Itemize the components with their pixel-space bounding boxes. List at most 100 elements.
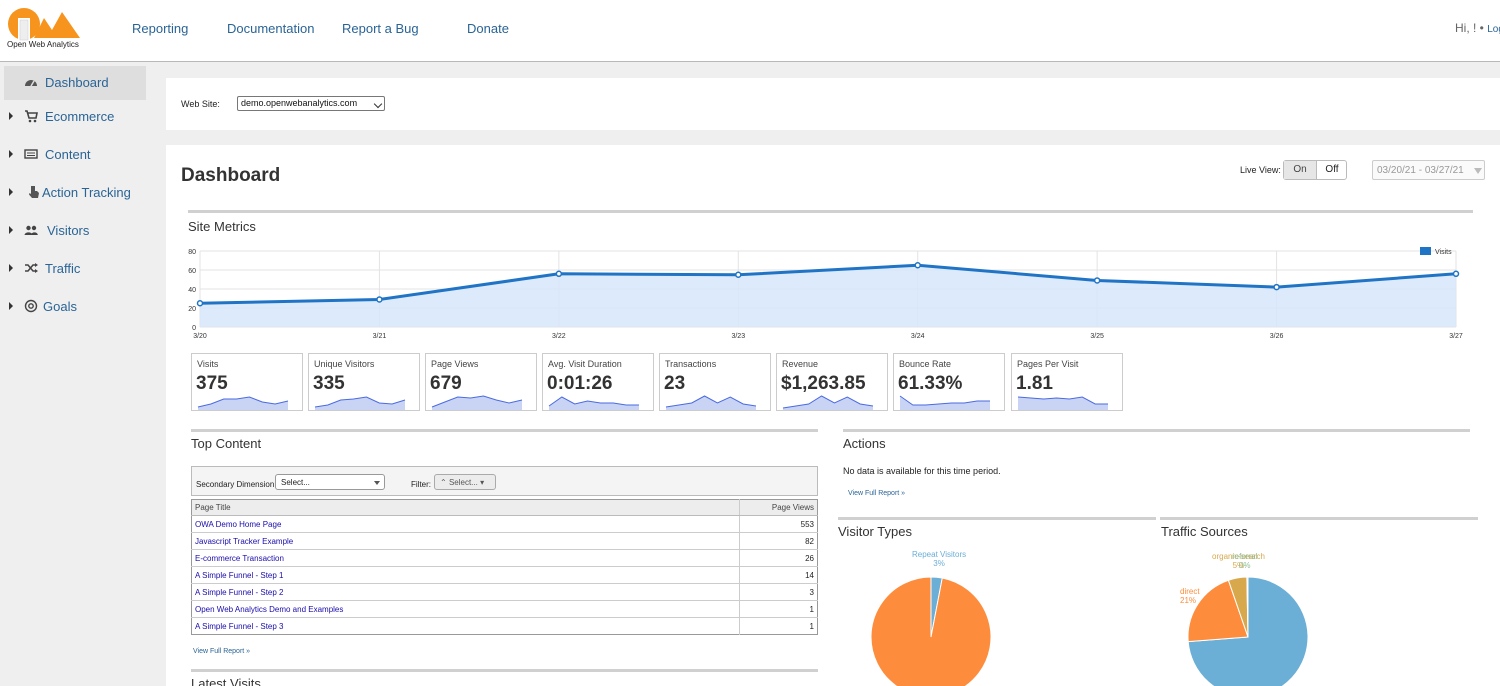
sparkline-line — [548, 396, 639, 407]
sparkline-line — [197, 396, 289, 408]
live-view-on-button[interactable]: On — [1284, 161, 1316, 179]
metric-box[interactable]: Bounce Rate 61.33% — [893, 353, 1005, 411]
data-point[interactable] — [1093, 277, 1101, 284]
nav-reporting[interactable]: Reporting — [132, 21, 189, 36]
x-tick-label: 3/25 — [1090, 333, 1104, 340]
sidebar-item-goals[interactable]: Goals — [0, 290, 166, 324]
legend-swatch — [1420, 247, 1431, 255]
page-title-link[interactable]: A Simple Funnel - Step 2 — [191, 583, 740, 601]
slice-percent: 3% — [933, 559, 945, 568]
slice-name: organic-search — [1212, 552, 1265, 561]
dropdown-arrow-icon — [374, 481, 380, 485]
sidebar-item-content[interactable]: Content — [0, 138, 166, 172]
metric-box[interactable]: Avg. Visit Duration 0:01:26 — [542, 353, 654, 411]
sparkline — [197, 396, 289, 410]
dropdown-arrow-icon — [1474, 168, 1482, 174]
pie-slice[interactable] — [870, 576, 992, 686]
nav-donate[interactable]: Donate — [467, 21, 509, 36]
site-metrics-title: Site Metrics — [188, 219, 256, 234]
data-point[interactable] — [735, 271, 742, 278]
expand-arrow-icon[interactable] — [9, 226, 13, 234]
expand-arrow-icon[interactable] — [9, 150, 13, 158]
nav-report-bug[interactable]: Report a Bug — [342, 21, 419, 36]
pie-slice-label: referral 0% — [1232, 552, 1257, 570]
metric-box[interactable]: Unique Visitors 335 — [308, 353, 420, 411]
data-point[interactable] — [1452, 270, 1460, 278]
sparkline-area — [549, 397, 639, 410]
secondary-dimension-select[interactable]: Select... — [275, 474, 385, 490]
data-point[interactable] — [196, 300, 204, 307]
table-row: A Simple Funnel - Step 1 14 — [191, 566, 818, 584]
page-views-cell: 26 — [739, 549, 818, 567]
page-views-cell: 3 — [739, 583, 818, 601]
logo-text: Open Web Analytics — [7, 40, 79, 49]
metric-label: Visits — [197, 359, 219, 369]
metric-label: Revenue — [782, 359, 819, 369]
page-title-link[interactable]: A Simple Funnel - Step 1 — [191, 566, 740, 584]
column-header-page-title[interactable]: Page Title — [191, 499, 740, 516]
live-view-toggle: On Off — [1283, 160, 1347, 180]
top-content-view-full-report[interactable]: View Full Report » — [193, 648, 251, 655]
table-header-row: Page Title Page Views — [191, 499, 818, 516]
metric-label: Pages Per Visit — [1017, 359, 1079, 369]
expand-arrow-icon[interactable] — [9, 188, 13, 196]
expand-arrow-icon[interactable] — [9, 112, 13, 120]
date-range-value: 03/20/21 - 03/27/21 — [1377, 165, 1464, 176]
sidebar-item-traffic[interactable]: Traffic — [0, 252, 166, 286]
sidebar-item-label: Content — [45, 147, 91, 162]
data-point[interactable] — [914, 262, 921, 269]
slice-name: direct — [1180, 587, 1200, 596]
logout-link[interactable]: Log — [1487, 24, 1500, 35]
sidebar-item-ecommerce[interactable]: Ecommerce — [0, 100, 166, 134]
y-tick-label: 60 — [188, 268, 196, 275]
page-title-link[interactable]: A Simple Funnel - Step 3 — [191, 617, 740, 635]
metric-box[interactable]: Visits 375 — [191, 353, 303, 411]
sparkline-line — [431, 395, 523, 408]
expand-arrow-icon[interactable] — [9, 264, 13, 272]
filter-value: Select... — [448, 478, 478, 487]
filter-select[interactable]: ⌃ Select... ▾ — [434, 474, 496, 490]
page-title-link[interactable]: OWA Demo Home Page — [191, 515, 740, 533]
sidebar-item-dashboard[interactable]: Dashboard — [4, 66, 146, 100]
nav-documentation[interactable]: Documentation — [227, 21, 315, 36]
main-panel: Dashboard Live View: On Off 03/20/21 - 0… — [166, 145, 1500, 686]
traffic-sources-pie-chart — [1187, 576, 1309, 686]
top-header: Open Web Analytics Reporting Documentati… — [0, 0, 1500, 62]
x-tick-label: 3/24 — [911, 333, 925, 340]
sparkline-area — [1018, 397, 1108, 410]
sparkline-area — [666, 396, 756, 410]
metric-box[interactable]: Transactions 23 — [659, 353, 771, 411]
slice-percent: 5% — [1232, 561, 1245, 570]
sparkline — [665, 395, 757, 410]
date-range-picker[interactable]: 03/20/21 - 03/27/21 — [1372, 160, 1485, 180]
data-point[interactable] — [555, 270, 563, 278]
page-views-cell: 82 — [739, 532, 818, 550]
pie-slice[interactable] — [1246, 576, 1249, 638]
metric-box[interactable]: Pages Per Visit 1.81 — [1011, 353, 1123, 411]
metric-box[interactable]: Revenue $1,263.85 — [776, 353, 888, 411]
actions-view-full-report[interactable]: View Full Report » — [848, 490, 906, 497]
page-title-link[interactable]: Open Web Analytics Demo and Examples — [191, 600, 740, 618]
pie-slice[interactable] — [1187, 579, 1249, 643]
page-title-link[interactable]: Javascript Tracker Example — [191, 532, 740, 550]
owa-logo-icon[interactable] — [4, 4, 84, 52]
data-point[interactable] — [376, 296, 383, 303]
section-divider — [191, 669, 818, 672]
page-views-cell: 553 — [739, 515, 818, 533]
sidebar-item-visitors[interactable]: Visitors — [0, 214, 166, 248]
expand-arrow-icon[interactable] — [9, 302, 13, 310]
sidebar-item-action-tracking[interactable]: Action Tracking — [0, 176, 166, 210]
filter-arrows-icon: ⌃ — [440, 478, 449, 487]
pie-slice-label: direct 21% — [1180, 587, 1200, 605]
target-icon — [24, 299, 38, 313]
website-select[interactable]: demo.openwebanalytics.com — [237, 96, 385, 111]
column-header-page-views[interactable]: Page Views — [739, 499, 818, 516]
metric-box[interactable]: Page Views 679 — [425, 353, 537, 411]
live-view-off-button[interactable]: Off — [1316, 161, 1347, 179]
page-title-link[interactable]: E-commerce Transaction — [191, 549, 740, 567]
table-row: Open Web Analytics Demo and Examples 1 — [191, 600, 818, 618]
dropdown-arrow-icon: ▾ — [477, 478, 485, 487]
data-point[interactable] — [1273, 283, 1280, 291]
metric-value: 1.81 — [1016, 373, 1053, 394]
